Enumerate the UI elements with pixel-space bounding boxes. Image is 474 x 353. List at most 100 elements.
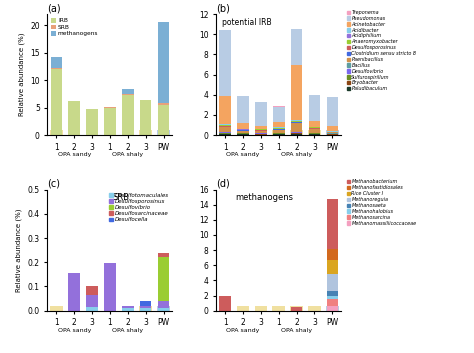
Bar: [158, 252, 169, 257]
Bar: [237, 96, 249, 122]
Bar: [237, 122, 249, 129]
Bar: [140, 100, 152, 135]
Bar: [309, 134, 320, 135]
Bar: [291, 307, 302, 311]
Legend: Desulfotomaculales, Desulfosporosinus, Desulfovibrio, Desulfosarcinaceae, Desulf: Desulfotomaculales, Desulfosporosinus, D…: [109, 192, 170, 223]
Bar: [140, 308, 152, 311]
Text: OPA shaly: OPA shaly: [112, 328, 143, 333]
Bar: [68, 273, 80, 311]
Bar: [237, 130, 249, 135]
Bar: [86, 109, 98, 135]
Bar: [237, 130, 249, 131]
Bar: [219, 124, 231, 125]
Bar: [237, 306, 249, 311]
Bar: [309, 120, 320, 127]
Bar: [121, 306, 134, 311]
Bar: [86, 130, 98, 135]
Bar: [327, 296, 338, 299]
Text: (a): (a): [47, 3, 61, 13]
Bar: [327, 133, 338, 134]
Bar: [104, 130, 116, 135]
Bar: [50, 306, 63, 311]
Bar: [68, 306, 81, 311]
Bar: [237, 129, 249, 130]
Bar: [308, 306, 321, 311]
Bar: [122, 94, 134, 95]
Bar: [309, 133, 320, 134]
Bar: [291, 65, 302, 120]
Bar: [157, 306, 170, 311]
Bar: [237, 133, 249, 134]
Bar: [219, 125, 231, 126]
Bar: [273, 107, 284, 122]
Bar: [273, 132, 284, 133]
Bar: [255, 130, 267, 135]
Bar: [291, 134, 302, 135]
Bar: [104, 263, 116, 311]
Bar: [255, 133, 267, 134]
Bar: [291, 306, 303, 311]
Bar: [255, 131, 267, 133]
Bar: [68, 130, 81, 135]
Bar: [140, 301, 152, 306]
Bar: [327, 260, 338, 274]
Bar: [219, 126, 231, 127]
Bar: [219, 130, 231, 135]
Bar: [219, 96, 231, 124]
Bar: [273, 129, 284, 130]
Bar: [327, 306, 338, 311]
Bar: [68, 101, 80, 135]
Bar: [327, 291, 338, 296]
Bar: [255, 126, 267, 128]
Bar: [273, 130, 284, 132]
Bar: [122, 306, 134, 308]
Bar: [219, 30, 231, 96]
Bar: [237, 132, 249, 133]
Bar: [273, 106, 284, 107]
Bar: [255, 130, 267, 131]
Bar: [291, 133, 302, 134]
Text: OPA shaly: OPA shaly: [281, 328, 312, 333]
Bar: [273, 128, 284, 129]
Bar: [219, 134, 231, 135]
Bar: [308, 130, 321, 135]
Text: OPA sandy: OPA sandy: [226, 152, 260, 157]
Text: OPA shaly: OPA shaly: [281, 152, 312, 157]
Bar: [309, 128, 320, 129]
Bar: [219, 133, 231, 134]
Bar: [86, 295, 98, 307]
Bar: [158, 308, 169, 311]
Bar: [158, 105, 169, 135]
Y-axis label: Relative abundance (%): Relative abundance (%): [16, 208, 22, 292]
Bar: [51, 57, 62, 68]
Text: (d): (d): [216, 179, 230, 189]
Bar: [157, 130, 170, 135]
Bar: [219, 306, 231, 311]
Bar: [273, 133, 284, 134]
Bar: [327, 274, 338, 291]
Bar: [291, 123, 302, 132]
Bar: [327, 199, 338, 249]
Bar: [291, 120, 302, 121]
Bar: [122, 89, 134, 94]
Text: (b): (b): [216, 3, 230, 13]
Bar: [122, 95, 134, 135]
Bar: [291, 132, 302, 133]
Bar: [309, 127, 320, 128]
Bar: [291, 29, 302, 65]
Bar: [122, 308, 134, 311]
Bar: [86, 306, 98, 311]
Bar: [327, 299, 338, 306]
Bar: [291, 122, 302, 123]
Bar: [219, 132, 231, 133]
Bar: [327, 134, 338, 135]
Bar: [158, 257, 169, 301]
Bar: [309, 95, 320, 120]
Bar: [255, 306, 267, 311]
Text: (c): (c): [47, 179, 60, 189]
Bar: [273, 130, 285, 135]
Bar: [255, 129, 267, 130]
Bar: [158, 301, 169, 308]
Bar: [255, 102, 267, 126]
Bar: [273, 306, 285, 311]
